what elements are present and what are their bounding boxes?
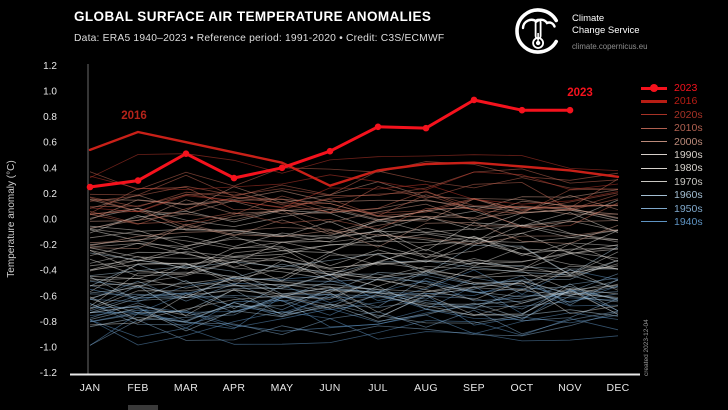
svg-text:JAN: JAN <box>80 382 101 394</box>
logo-url: climate.copernicus.eu <box>572 42 648 51</box>
legend-swatch-1950s <box>641 208 667 210</box>
legend-item-1940s: 1940s <box>641 215 703 228</box>
legend-swatch-2000s <box>641 141 667 143</box>
svg-text:-0.6: -0.6 <box>40 291 58 302</box>
legend-item-2023: 2023 <box>641 82 703 94</box>
svg-text:-1.0: -1.0 <box>40 343 58 354</box>
legend-item-1960s: 1960s <box>641 189 703 202</box>
svg-text:MAR: MAR <box>174 382 198 394</box>
svg-text:-0.2: -0.2 <box>40 240 58 251</box>
page-title: GLOBAL SURFACE AIR TEMPERATURE ANOMALIES <box>74 9 432 24</box>
series-2016 <box>88 130 620 187</box>
logo-text: Climate Change Service <box>572 13 640 36</box>
legend-label: 2023 <box>674 82 698 94</box>
legend-item-1970s: 1970s <box>641 175 703 188</box>
legend-swatch-2020s <box>641 114 667 116</box>
copernicus-logo: Climate Change Service climate.copernicu… <box>510 6 720 56</box>
legend-item-2010s: 2010s <box>641 122 703 135</box>
bottom-highlight-bar <box>128 405 158 410</box>
series-annotations: 2016 2023 <box>121 87 593 122</box>
legend-label: 1980s <box>674 162 703 175</box>
svg-text:1.0: 1.0 <box>43 87 57 98</box>
legend-item-2016: 2016 <box>641 95 703 108</box>
climate-service-cloud-thermometer-icon <box>515 8 558 54</box>
svg-text:1.2: 1.2 <box>43 61 57 72</box>
svg-text:-1.2: -1.2 <box>40 368 58 379</box>
y-axis-tick-labels: 1.2 1.0 0.8 0.6 0.4 0.2 0.0 -0.2 -0.4 -0.6 -0.8 -1.… <box>40 61 58 379</box>
decade-year-lines <box>89 153 619 346</box>
legend-swatch-1960s <box>641 194 667 196</box>
legend-label: 2020s <box>674 108 703 121</box>
axes: Temperature anomaly (°C) <box>6 64 640 376</box>
svg-text:NOV: NOV <box>558 382 582 394</box>
legend-marker-dot-icon <box>650 84 658 92</box>
legend-label: 2016 <box>674 95 698 108</box>
svg-text:AUG: AUG <box>414 382 438 394</box>
legend-swatch-1970s <box>641 181 667 183</box>
legend-item-1980s: 1980s <box>641 162 703 175</box>
x-axis-tick-labels: JAN FEB MAR APR MAY JUN JUL AUG SEP OCT NOV DEC <box>80 382 630 394</box>
legend-item-2020s: 2020s <box>641 108 703 121</box>
legend-swatch-2023 <box>641 84 667 92</box>
legend-item-2000s: 2000s <box>641 135 703 148</box>
legend-label: 2000s <box>674 135 703 148</box>
svg-text:2016: 2016 <box>121 110 147 122</box>
svg-text:0.4: 0.4 <box>43 163 57 174</box>
svg-text:MAY: MAY <box>271 382 294 394</box>
y-axis-title: Temperature anomaly (°C) <box>6 160 17 277</box>
legend-swatch-1980s <box>641 167 667 169</box>
legend-swatch-2010s <box>641 127 667 129</box>
svg-text:OCT: OCT <box>510 382 533 394</box>
svg-text:0.2: 0.2 <box>43 189 57 200</box>
svg-text:-0.4: -0.4 <box>40 266 58 277</box>
legend-label: 1990s <box>674 148 703 161</box>
svg-text:JUN: JUN <box>319 382 340 394</box>
legend-swatch-2016 <box>641 99 667 103</box>
svg-text:FEB: FEB <box>127 382 148 394</box>
legend-label: 1970s <box>674 175 703 188</box>
legend-label: 1960s <box>674 189 703 202</box>
logo-line1: Climate <box>572 13 605 24</box>
svg-text:JUL: JUL <box>368 382 388 394</box>
svg-text:2023: 2023 <box>567 87 593 99</box>
svg-text:APR: APR <box>223 382 246 394</box>
svg-text:0.8: 0.8 <box>43 112 57 123</box>
page-subtitle: Data: ERA5 1940–2023 • Reference period:… <box>74 33 445 44</box>
logo-line2: Change Service <box>572 24 640 36</box>
chart-legend: 2023 2016 2020s 2010s 2000s 1990s 1980s … <box>641 82 703 228</box>
svg-text:0.6: 0.6 <box>43 138 57 149</box>
legend-item-1990s: 1990s <box>641 148 703 161</box>
legend-swatch-1990s <box>641 154 667 156</box>
svg-text:0.0: 0.0 <box>43 215 57 226</box>
svg-text:DEC: DEC <box>606 382 629 394</box>
legend-swatch-1940s <box>641 221 667 223</box>
legend-label: 1950s <box>674 202 703 215</box>
series-2023 <box>86 96 574 191</box>
legend-label: 2010s <box>674 122 703 135</box>
legend-label: 1940s <box>674 215 703 228</box>
svg-text:SEP: SEP <box>463 382 485 394</box>
legend-item-1950s: 1950s <box>641 202 703 215</box>
svg-text:-0.8: -0.8 <box>40 317 58 328</box>
creation-date-watermark: created 2023-12-04 <box>643 319 650 376</box>
